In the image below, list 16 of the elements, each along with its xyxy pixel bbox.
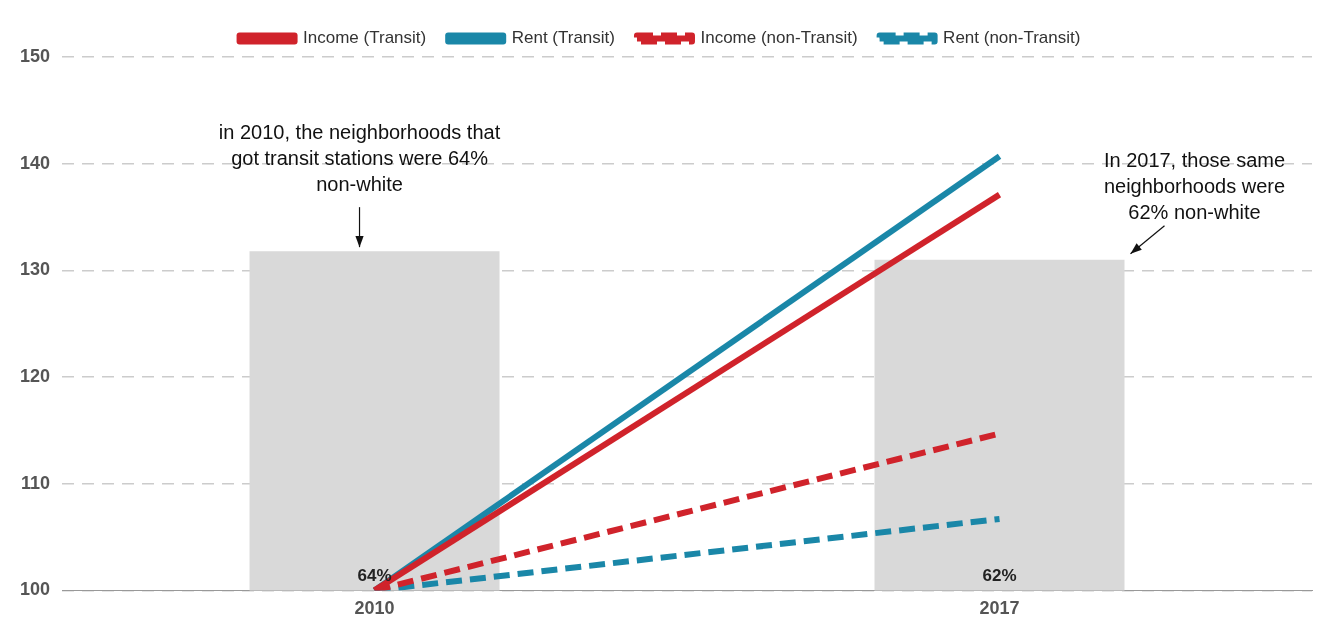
annotation: In 2017, those same neighborhoods were 62% non-white — [1103, 149, 1286, 224]
legend-label: Income (non-Transit) — [700, 28, 858, 48]
y-tick-label: 130 — [19, 259, 51, 280]
x-tick-label: 2010 — [354, 598, 395, 619]
legend-label: Rent (Transit) — [511, 28, 615, 48]
y-tick-label: 140 — [19, 152, 51, 173]
annotation: in 2010, the neighborhoods that got transit stations were 64% non-white — [218, 120, 501, 195]
x-tick-label: 2017 — [979, 598, 1020, 619]
y-tick-label: 100 — [19, 579, 51, 600]
annotation: 62% — [982, 565, 1017, 585]
legend-label: Income (Transit) — [303, 28, 427, 48]
y-tick-label: 110 — [20, 472, 51, 493]
legend-label: Rent (non-Transit) — [943, 28, 1081, 48]
y-tick-label: 150 — [19, 45, 51, 66]
y-tick-label: 120 — [19, 366, 51, 387]
annotation: 64% — [357, 565, 392, 585]
